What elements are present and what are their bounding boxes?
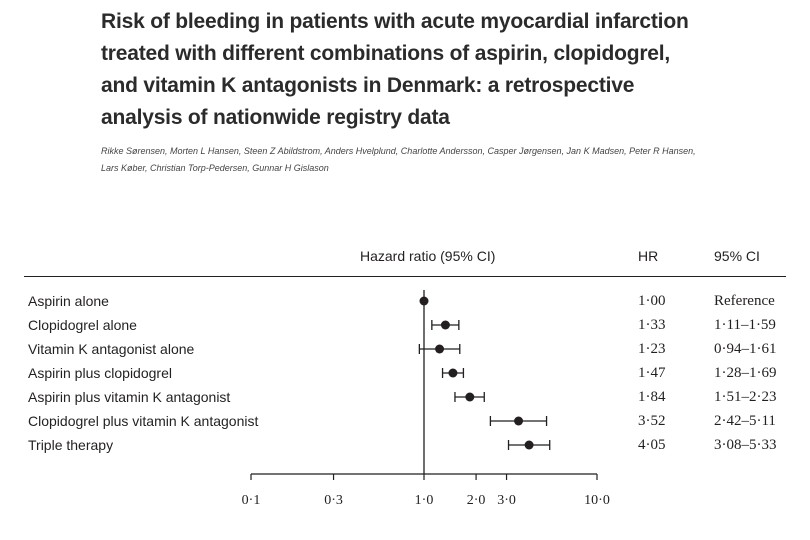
hr-value: 1·00 [638,293,666,309]
hr-value: 3·52 [638,413,666,429]
x-tick-label: 1·0 [415,493,434,508]
header-rule [24,276,786,277]
ci-value: 0·94–1·61 [714,341,777,357]
hr-value: 4·05 [638,437,666,453]
hr-point [419,296,429,306]
plot-header: Hazard ratio (95% CI) [360,248,496,264]
hr-point [465,392,475,402]
hr-point [524,440,534,450]
ci-value: 1·28–1·69 [714,365,777,381]
title-line: Risk of bleeding in patients with acute … [101,10,689,33]
row-label: Aspirin plus clopidogrel [28,365,172,381]
hr-value: 1·47 [638,365,666,381]
article-title: Risk of bleeding in patients with acute … [101,6,781,134]
hr-header: HR [638,248,659,264]
ci-value: 3·08–5·33 [714,437,777,453]
row-label: Clopidogrel alone [28,317,137,333]
hr-point [448,368,458,378]
author-list: Rikke Sørensen, Morten L Hansen, Steen Z… [101,143,781,177]
hr-value: 1·84 [638,389,666,405]
author-line: Lars Køber, Christian Torp-Pedersen, Gun… [101,163,329,173]
row-label: Aspirin plus vitamin K antagonist [28,389,231,405]
author-line: Rikke Sørensen, Morten L Hansen, Steen Z… [101,146,696,156]
row-label: Vitamin K antagonist alone [28,341,195,357]
row-label: Triple therapy [28,437,114,453]
ci-value: 2·42–5·11 [714,413,776,429]
title-line: treated with different combinations of a… [101,42,671,65]
hr-value: 1·23 [638,341,666,357]
hr-value: 1·33 [638,317,666,333]
x-tick-label: 3·0 [497,493,516,508]
hr-point [435,344,445,354]
ci-value: 1·11–1·59 [714,317,776,333]
ci-value: Reference [714,293,775,309]
hr-point [514,416,524,426]
title-line: and vitamin K antagonists in Denmark: a … [101,74,635,97]
row-label: Clopidogrel plus vitamin K antagonist [28,413,259,429]
hr-point [440,320,450,330]
ci-value: 1·51–2·23 [714,389,777,405]
x-tick-label: 10·0 [584,493,610,508]
row-label: Aspirin alone [28,293,109,309]
x-tick-label: 2·0 [467,493,486,508]
ci-header: 95% CI [714,248,760,264]
x-tick-label: 0·1 [242,493,261,508]
x-tick-label: 0·3 [324,493,343,508]
title-line: analysis of nationwide registry data [101,106,450,129]
